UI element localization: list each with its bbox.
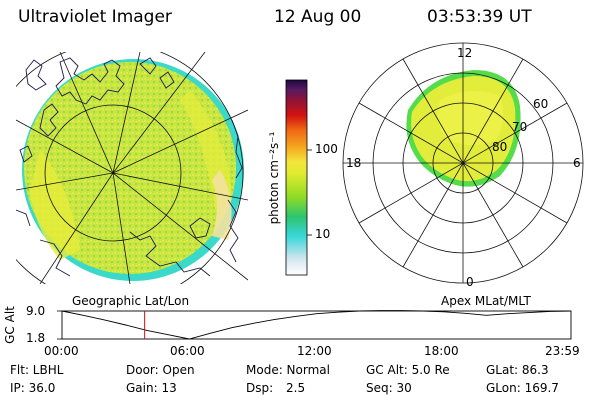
- instrument-title: Ultraviolet Imager: [18, 7, 172, 27]
- altitude-ytick-9: 9.0: [26, 304, 46, 318]
- status-gc-altitude: GC Alt: 5.0 Re: [366, 363, 450, 377]
- colorbar-label-10: 10: [315, 227, 331, 241]
- colorbar-unit-label: photon cm⁻²s⁻¹: [267, 131, 281, 225]
- geographic-caption: Geographic Lat/Lon: [72, 294, 190, 308]
- status-ip: IP: 36.0: [10, 381, 56, 395]
- mlat-label-60: 60: [533, 97, 549, 111]
- status-glat: GLat: 86.3: [486, 363, 549, 377]
- mlt-label-0: 0: [466, 275, 474, 289]
- status-dsp-label: Dsp:: [246, 381, 274, 395]
- altitude-xtick-1200: 12:00: [297, 344, 332, 358]
- mlat-label-80: 80: [492, 140, 508, 154]
- status-seq: Seq: 30: [366, 381, 412, 395]
- altitude-xtick-0600: 06:00: [170, 344, 205, 358]
- altitude-ytick-1-8: 1.8: [26, 331, 46, 345]
- apex-caption: Apex MLat/MLT: [441, 294, 531, 308]
- mlt-label-6: 6: [573, 156, 581, 170]
- mlt-label-18: 18: [346, 156, 362, 170]
- mlt-label-12: 12: [457, 46, 473, 60]
- colorbar-label-100: 100: [315, 142, 338, 156]
- altitude-line: [61, 310, 572, 340]
- polar-grid: [342, 42, 584, 284]
- status-glon: GLon: 169.7: [486, 381, 559, 395]
- geographic-panel: [16, 52, 248, 284]
- altitude-plot: [57, 310, 572, 340]
- status-dsp-value: 2.5: [286, 381, 306, 395]
- observation-time: 03:53:39 UT: [427, 7, 532, 27]
- altitude-xtick-0000: 00:00: [44, 344, 79, 358]
- polar-panel: [342, 42, 584, 284]
- altitude-xtick-2359: 23:59: [545, 344, 580, 358]
- observation-date: 12 Aug 00: [274, 7, 362, 27]
- colorbar: [285, 79, 312, 276]
- status-mode: Mode: Normal: [246, 363, 330, 377]
- mlat-label-70: 70: [512, 120, 528, 134]
- altitude-plot-frame: [61, 310, 572, 340]
- altitude-ylabel: GC Alt: [3, 306, 17, 344]
- status-filter: Flt: LBHL: [10, 363, 64, 377]
- altitude-xtick-1800: 18:00: [424, 344, 459, 358]
- status-gain: Gain: 13: [126, 381, 177, 395]
- auroral-oval: [406, 70, 521, 187]
- status-door: Door: Open: [126, 363, 195, 377]
